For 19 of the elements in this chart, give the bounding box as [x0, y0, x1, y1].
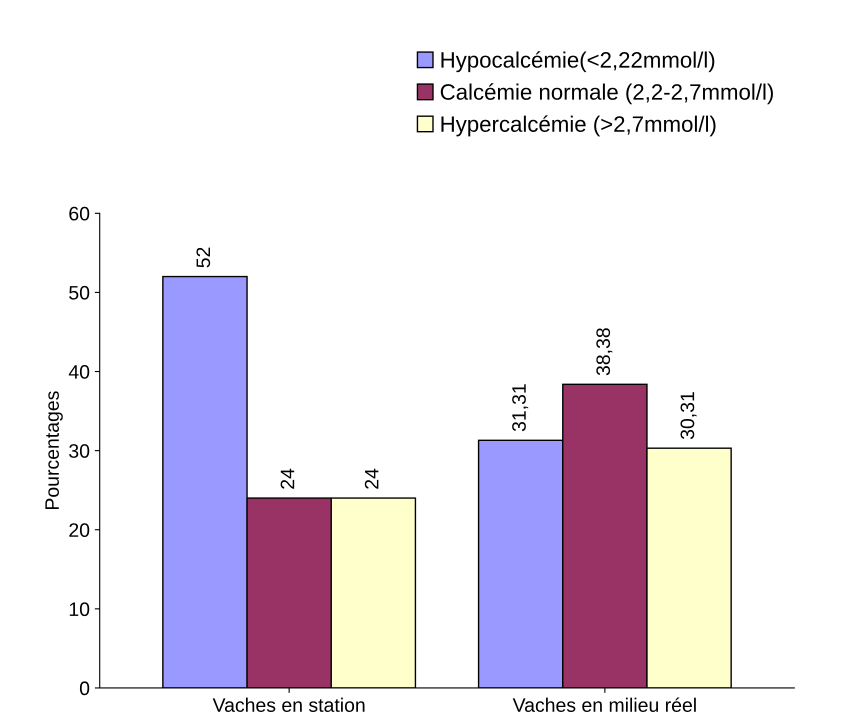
legend-label: Hypercalcémie (>2,7mmol/l) [441, 115, 716, 136]
y-axis-title: Pourcentages [45, 391, 63, 510]
data-label: 52 [196, 248, 210, 268]
legend-label: Calcémie normale (2,2-2,7mmol/l) [440, 83, 773, 104]
x-tick-label: Vaches en milieu réel [512, 697, 696, 712]
data-label: 24 [280, 468, 294, 489]
y-tick-label: 50 [69, 286, 90, 300]
y-tick-label: 40 [68, 364, 90, 379]
y-tick-label: 10 [70, 602, 90, 616]
y-tick-label: 20 [69, 523, 90, 537]
y-tick-label: 60 [69, 206, 90, 221]
legend-label: Hypocalcémie(<2,22mmol/l) [441, 51, 714, 72]
y-tick-label: 30 [69, 444, 90, 458]
y-tick-label: 0 [80, 681, 90, 696]
data-label: 31,31 [512, 384, 528, 432]
data-label: 30,31 [680, 392, 697, 440]
data-label: 38,38 [596, 328, 612, 376]
x-tick-label: Vaches en station [212, 698, 364, 712]
data-label: 24 [364, 468, 378, 489]
